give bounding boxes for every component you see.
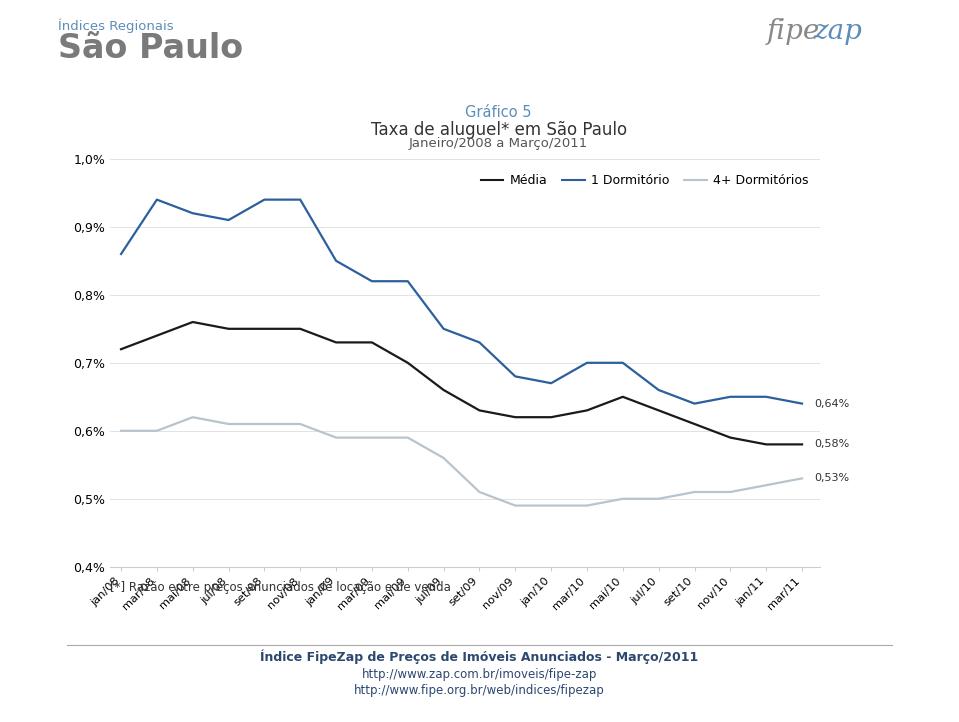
Text: fipe: fipe bbox=[767, 18, 821, 45]
Text: Janeiro/2008 a Março/2011: Janeiro/2008 a Março/2011 bbox=[409, 137, 588, 150]
Text: 0,58%: 0,58% bbox=[814, 440, 850, 449]
Legend: Média, 1 Dormitório, 4+ Dormitórios: Média, 1 Dormitório, 4+ Dormitórios bbox=[476, 169, 813, 192]
Text: Índices Regionais: Índices Regionais bbox=[58, 18, 174, 32]
Text: Taxa de aluguel* em São Paulo: Taxa de aluguel* em São Paulo bbox=[370, 121, 627, 139]
Text: http://www.zap.com.br/imoveis/fipe-zap: http://www.zap.com.br/imoveis/fipe-zap bbox=[362, 668, 597, 681]
Text: 0,53%: 0,53% bbox=[814, 474, 850, 484]
Text: 0,64%: 0,64% bbox=[814, 399, 850, 409]
Text: São Paulo: São Paulo bbox=[58, 32, 243, 66]
Text: zap: zap bbox=[813, 18, 862, 45]
Text: Gráfico 5: Gráfico 5 bbox=[465, 105, 532, 120]
Text: http://www.fipe.org.br/web/indices/fipezap: http://www.fipe.org.br/web/indices/fipez… bbox=[354, 684, 605, 697]
Text: [*] Razão entre preços anunciados de locação e de venda: [*] Razão entre preços anunciados de loc… bbox=[110, 581, 451, 594]
Text: Índice FipeZap de Preços de Imóveis Anunciados - Março/2011: Índice FipeZap de Preços de Imóveis Anun… bbox=[261, 650, 698, 664]
